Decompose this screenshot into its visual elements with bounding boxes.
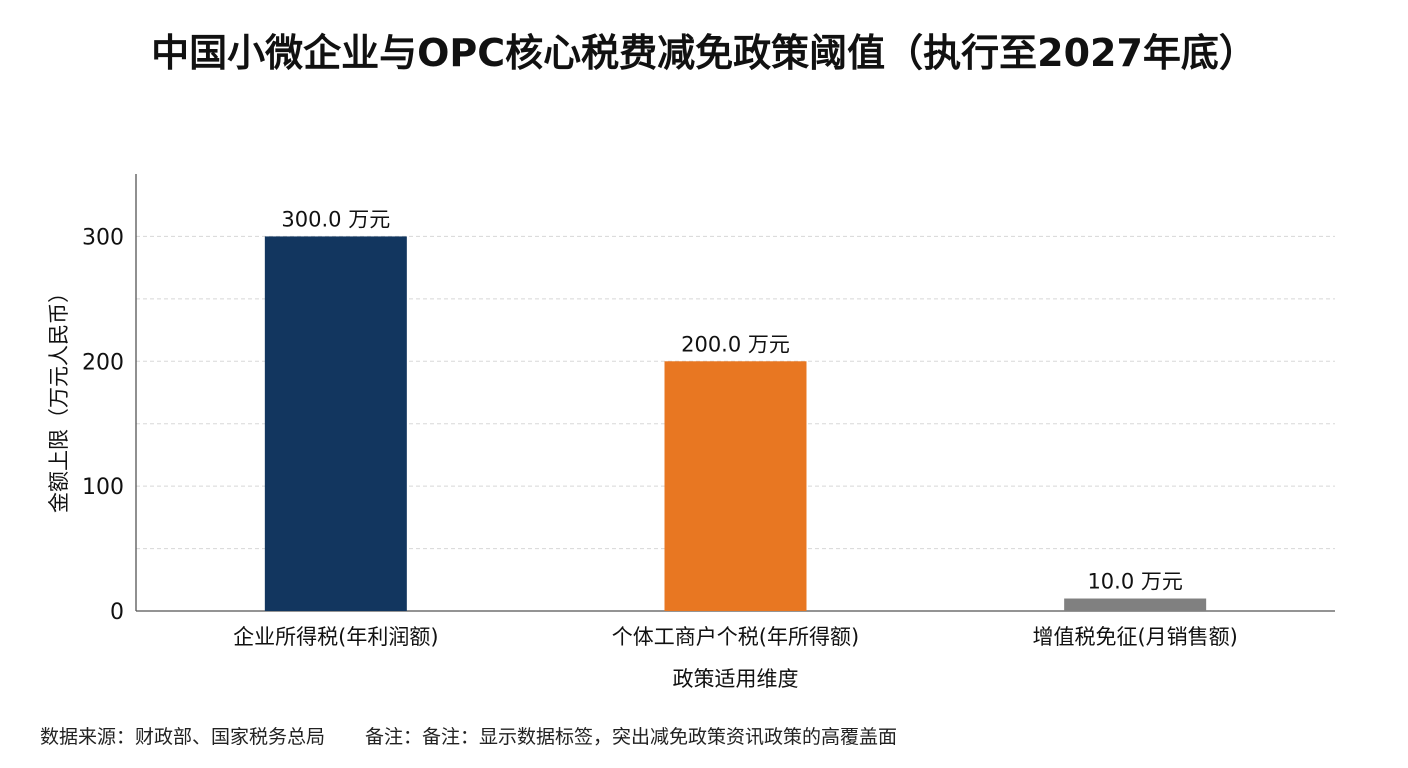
x-tick-label: 个体工商户个税(年所得额) bbox=[612, 625, 859, 649]
chart-note: 备注：备注：显示数据标签，突出减免政策资讯政策的高覆盖面 bbox=[365, 726, 898, 748]
bar bbox=[1064, 598, 1207, 611]
y-axis-title: 金额上限（万元人民币） bbox=[47, 282, 71, 513]
y-tick-label: 0 bbox=[110, 600, 124, 625]
chart-title: 中国小微企业与OPC核心税费减免政策阈值（执行至2027年底） bbox=[151, 31, 1257, 75]
x-axis-title: 政策适用维度 bbox=[673, 667, 799, 691]
data-label: 300.0 万元 bbox=[281, 207, 390, 231]
y-tick-label: 100 bbox=[82, 475, 124, 500]
x-tick-label: 增值税免征(月销售额) bbox=[1032, 625, 1237, 649]
x-tick-label: 企业所得税(年利润额) bbox=[233, 625, 438, 649]
chart-footer: 数据来源：财政部、国家税务总局 备注：备注：显示数据标签，突出减免政策资讯政策的高… bbox=[40, 722, 937, 749]
data-label: 200.0 万元 bbox=[681, 332, 790, 356]
bar bbox=[664, 361, 807, 611]
y-tick-label: 200 bbox=[82, 350, 124, 375]
y-tick-label: 300 bbox=[82, 225, 124, 250]
data-source: 数据来源：财政部、国家税务总局 bbox=[40, 726, 326, 748]
bar bbox=[264, 236, 407, 611]
data-label: 10.0 万元 bbox=[1087, 570, 1182, 594]
